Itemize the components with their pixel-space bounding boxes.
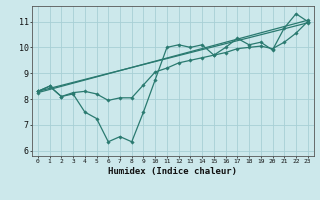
X-axis label: Humidex (Indice chaleur): Humidex (Indice chaleur) xyxy=(108,167,237,176)
